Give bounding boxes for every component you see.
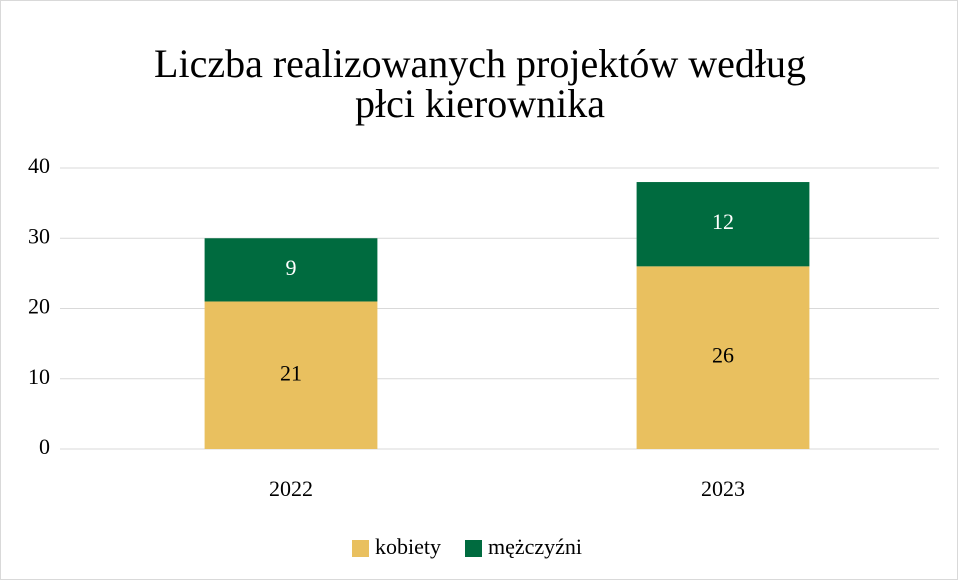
data-label: 21 bbox=[280, 360, 302, 385]
bar-segment bbox=[636, 266, 810, 449]
data-label: 12 bbox=[712, 209, 734, 234]
legend-swatch bbox=[352, 540, 369, 557]
data-label: 26 bbox=[712, 343, 734, 368]
legend-label: kobiety bbox=[375, 534, 441, 559]
bar-segment bbox=[636, 182, 810, 267]
bar-segment bbox=[204, 238, 378, 302]
y-tick-label: 20 bbox=[28, 294, 50, 319]
bar-segment bbox=[204, 301, 378, 449]
legend-label: mężczyźni bbox=[488, 534, 582, 559]
y-tick-label: 30 bbox=[28, 223, 50, 248]
legend-swatch bbox=[465, 540, 482, 557]
y-tick-label: 10 bbox=[28, 364, 50, 389]
y-tick-label: 40 bbox=[28, 153, 50, 178]
chart-title: Liczba realizowanych projektów według pł… bbox=[154, 41, 806, 126]
x-tick-label: 2023 bbox=[701, 476, 745, 501]
data-label: 9 bbox=[286, 255, 297, 280]
x-tick-label: 2022 bbox=[269, 476, 313, 501]
y-tick-label: 0 bbox=[39, 434, 50, 459]
